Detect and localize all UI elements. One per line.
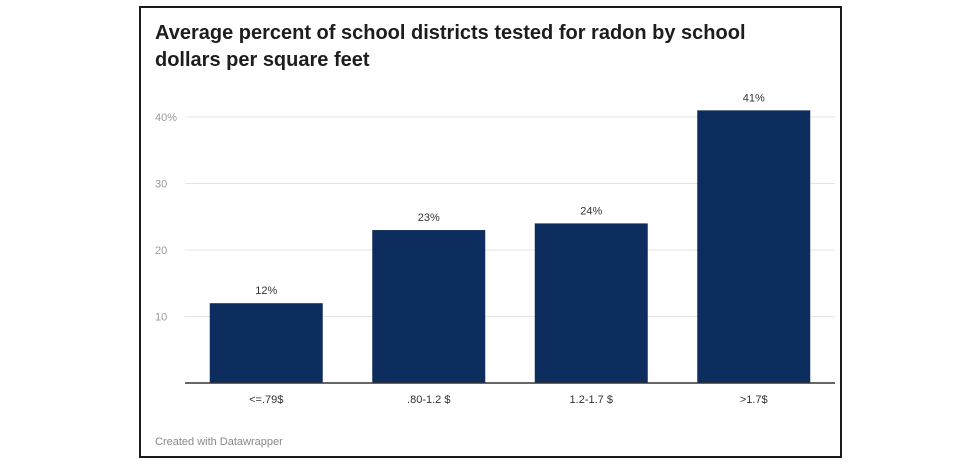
y-tick-label: 20 xyxy=(155,245,167,257)
data-label: 23% xyxy=(418,212,440,224)
data-label: 24% xyxy=(580,205,602,217)
y-tick-label: 40% xyxy=(155,112,177,124)
bar xyxy=(697,110,811,383)
x-tick-label: <=.79$ xyxy=(249,394,283,406)
data-label: 12% xyxy=(255,285,277,297)
chart-title: Average percent of school districts test… xyxy=(155,22,746,71)
y-tick-label: 10 xyxy=(155,312,167,324)
bar-chart: 10 20 30 40% 12% <=.79$ 23% .80-1.2 $ 24% 1.2-1.7… xyxy=(155,92,835,406)
x-tick-label: >1.7$ xyxy=(740,394,768,406)
bar xyxy=(534,223,648,383)
data-label: 41% xyxy=(743,92,765,104)
bar xyxy=(372,230,486,383)
bar xyxy=(209,303,323,383)
chart-frame: Average percent of school districts test… xyxy=(139,6,842,458)
credit-text: Created with Datawrapper xyxy=(155,436,283,448)
y-tick-label: 30 xyxy=(155,179,167,191)
x-tick-label: .80-1.2 $ xyxy=(407,394,450,406)
x-tick-label: 1.2-1.7 $ xyxy=(570,394,613,406)
